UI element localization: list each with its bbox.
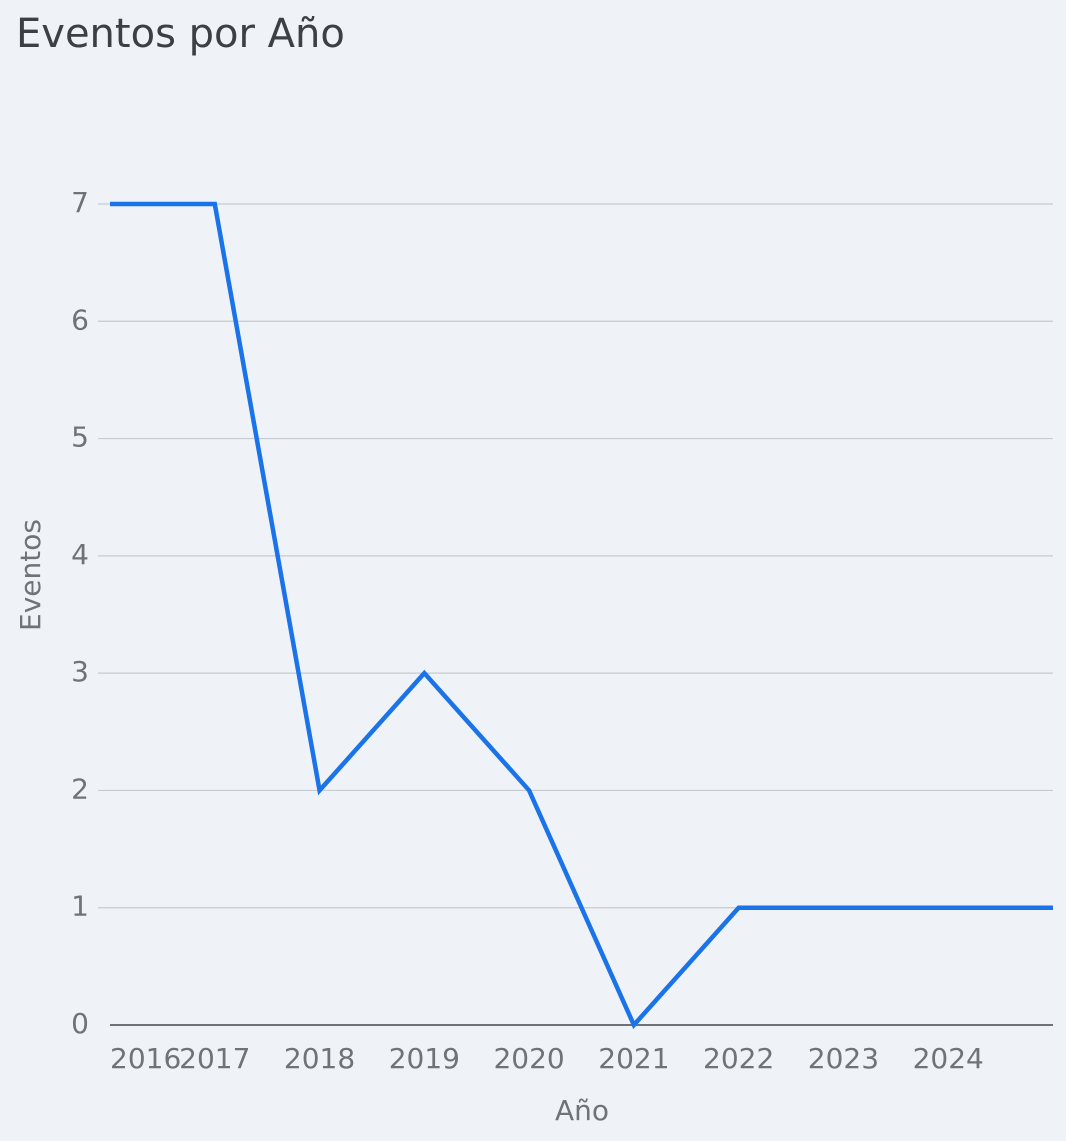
y-axis-label: Eventos — [14, 519, 47, 631]
x-tick-label: 2021 — [598, 1042, 669, 1075]
y-tick-label: 3 — [71, 655, 89, 688]
y-tick-label: 5 — [71, 421, 89, 454]
data-line — [110, 201, 1053, 1030]
y-tick-label: 4 — [71, 538, 89, 571]
y-tick-label: 1 — [71, 890, 89, 923]
x-tick-label: 2024 — [913, 1042, 984, 1075]
x-axis-label: Año — [555, 1094, 609, 1127]
x-tick-label: 2019 — [389, 1042, 460, 1075]
x-tick-label: 2022 — [703, 1042, 774, 1075]
y-tick-label: 6 — [71, 303, 89, 336]
y-tick-label: 2 — [71, 772, 89, 805]
x-tick-label: 2023 — [808, 1042, 879, 1075]
x-tick-label: 2017 — [179, 1042, 250, 1075]
x-tick-label: 2016 — [110, 1042, 181, 1075]
y-tick-label: 0 — [71, 1007, 89, 1040]
x-tick-label: 2020 — [493, 1042, 564, 1075]
chart-title: Eventos por Año — [16, 11, 345, 57]
y-tick-label: 7 — [71, 186, 89, 219]
x-tick-label: 2018 — [284, 1042, 355, 1075]
